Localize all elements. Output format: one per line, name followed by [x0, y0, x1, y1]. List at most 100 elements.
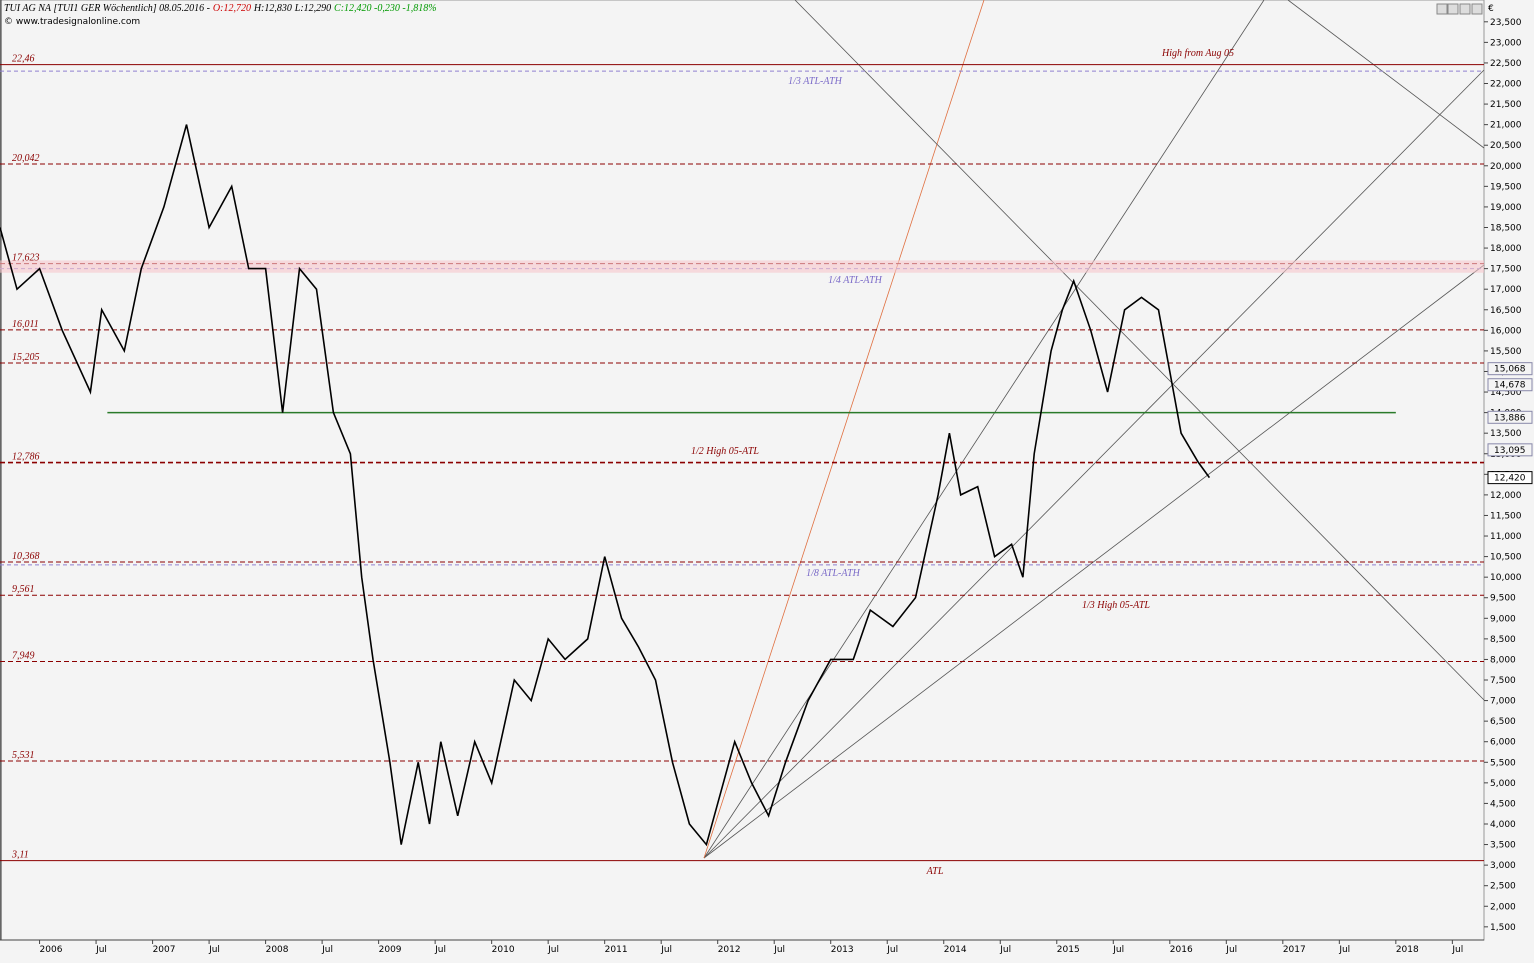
level-label: 3,11: [11, 850, 29, 861]
maximize-button[interactable]: [1459, 3, 1471, 15]
x-tick-label: 2017: [1283, 945, 1306, 955]
x-tick-label: Jul: [1451, 945, 1463, 955]
y-tick-label: 8,500: [1490, 635, 1516, 645]
close-button[interactable]: [1471, 3, 1483, 15]
y-tick-label: 20,500: [1490, 141, 1522, 151]
y-tick-label: 22,500: [1490, 59, 1522, 69]
level-label: 5,531: [12, 750, 35, 761]
title: TUI AG NA [TUI1 GER Wöchentlich] 08.05.2…: [4, 3, 210, 14]
annotation: 1/3 High 05-ATL: [1082, 600, 1150, 611]
y-tick-label: 18,000: [1490, 244, 1522, 254]
trend-line: [703, 0, 1265, 859]
x-tick-label: Jul: [660, 945, 672, 955]
y-tick-label: 4,000: [1490, 820, 1516, 830]
y-tick-label: 1,500: [1490, 923, 1516, 933]
y-tick-label: 22,000: [1490, 80, 1522, 90]
annotation: 1/4 ATL-ATH: [828, 275, 883, 286]
x-tick-label: 2007: [153, 945, 176, 955]
x-tick-label: Jul: [547, 945, 559, 955]
x-tick-label: 2015: [1057, 945, 1080, 955]
y-tick-label: 3,500: [1490, 841, 1516, 851]
low: L:12,290: [294, 3, 331, 14]
x-tick-label: Jul: [999, 945, 1011, 955]
y-tick-label: 3,000: [1490, 861, 1516, 871]
y-tick-label: 10,500: [1490, 553, 1522, 563]
x-tick-label: Jul: [434, 945, 446, 955]
price-marker-label: 14,678: [1494, 381, 1526, 391]
price-marker: [1487, 378, 1533, 392]
price-marker: [1487, 362, 1533, 376]
trend-line: [703, 0, 985, 859]
y-tick-label: 5,000: [1490, 779, 1516, 789]
trend-lines: [703, 0, 1485, 859]
y-tick-label: 9,000: [1490, 614, 1516, 624]
x-tick-label: 2011: [605, 945, 628, 955]
trend-line: [703, 69, 1485, 859]
level-label: 20,042: [12, 153, 40, 164]
trend-line: [703, 264, 1485, 859]
x-tick-label: Jul: [886, 945, 898, 955]
level-label: 7,949: [12, 651, 35, 662]
x-tick-label: 2018: [1396, 945, 1419, 955]
y-tick-label: 4,500: [1490, 799, 1516, 809]
y-tick-label: 11,000: [1490, 532, 1522, 542]
y-tick-label: 14,500: [1490, 388, 1522, 398]
y-tick-label: 6,500: [1490, 717, 1516, 727]
price-marker: [1487, 471, 1533, 485]
price-marker-label: 13,886: [1494, 413, 1526, 423]
x-tick-label: Jul: [95, 945, 107, 955]
y-tick-label: 2,000: [1490, 902, 1516, 912]
y-tick-label: 18,500: [1490, 223, 1522, 233]
y-tick-label: 16,500: [1490, 306, 1522, 316]
level-label: 10,368: [12, 551, 40, 562]
source: © www.tradesignalonline.com: [4, 17, 140, 27]
x-tick-label: 2012: [718, 945, 741, 955]
y-tick-label: 9,500: [1490, 594, 1516, 604]
annotation: 1/2 High 05-ATL: [691, 446, 759, 457]
price-marker-label: 15,068: [1494, 365, 1526, 375]
price-marker: [1487, 410, 1533, 424]
level-label: 9,561: [12, 584, 35, 595]
annotation: ATL: [926, 866, 944, 877]
y-tick-label: 5,500: [1490, 758, 1516, 768]
price-marker: [1487, 443, 1533, 457]
y-tick-label: 21,500: [1490, 100, 1522, 110]
x-tick-label: Jul: [1112, 945, 1124, 955]
trend-line: [1287, 0, 1485, 149]
y-tick-label: 20,000: [1490, 162, 1522, 172]
y-tick-label: 10,000: [1490, 573, 1522, 583]
x-tick-label: Jul: [773, 945, 785, 955]
x-tick-label: 2006: [40, 945, 63, 955]
annotation: 1/8 ATL-ATH: [806, 568, 861, 579]
y-tick-label: 7,500: [1490, 676, 1516, 686]
plot-area: [0, 0, 1485, 941]
y-tick-label: 7,000: [1490, 697, 1516, 707]
level-label: 12,786: [12, 452, 40, 463]
resistance-zone: [0, 260, 1484, 273]
annotation: High from Aug 05: [1161, 48, 1234, 59]
open: O:12,720: [213, 3, 251, 14]
trend-line: [794, 0, 1485, 701]
level-label: 16,011: [12, 319, 39, 330]
price-marker-label: 13,095: [1494, 446, 1526, 456]
level-label: 17,623: [12, 253, 40, 264]
x-tick-label: 2014: [944, 945, 967, 955]
toolbar: [1436, 3, 1483, 15]
level-label: 22,46: [12, 54, 35, 65]
y-tick-label: 23,000: [1490, 38, 1522, 48]
y-tick-label: 13,500: [1490, 429, 1522, 439]
x-tick-label: Jul: [1225, 945, 1237, 955]
y-tick-label: 17,500: [1490, 265, 1522, 275]
scroll-left-button[interactable]: [1436, 3, 1448, 15]
scroll-right-button[interactable]: [1447, 3, 1459, 15]
annotation: 1/3 ATL-ATH: [788, 76, 843, 87]
level-label: 15,205: [12, 352, 40, 363]
y-tick-label: 19,000: [1490, 203, 1522, 213]
x-tick-label: Jul: [1338, 945, 1350, 955]
x-tick-label: Jul: [321, 945, 333, 955]
y-tick-label: 11,500: [1490, 511, 1522, 521]
y-tick-label: 23,500: [1490, 18, 1522, 28]
high: H:12,830: [253, 3, 292, 14]
